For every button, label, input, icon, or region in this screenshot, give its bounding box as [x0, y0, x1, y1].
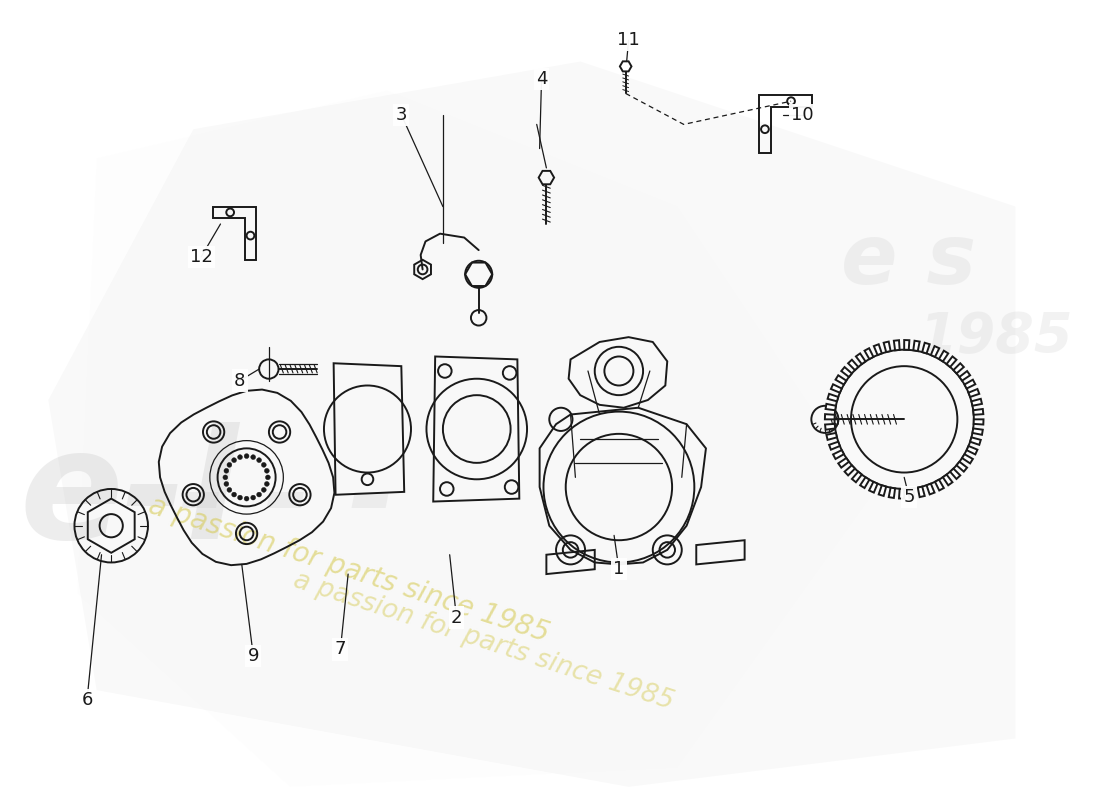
- Circle shape: [265, 475, 271, 480]
- Polygon shape: [848, 360, 858, 370]
- Polygon shape: [957, 462, 967, 472]
- Polygon shape: [968, 389, 979, 397]
- Polygon shape: [971, 399, 982, 406]
- Text: 8: 8: [234, 372, 245, 390]
- Text: 1: 1: [613, 560, 625, 578]
- Text: 5: 5: [903, 488, 915, 506]
- Polygon shape: [972, 429, 982, 435]
- Polygon shape: [869, 482, 878, 493]
- Polygon shape: [830, 384, 842, 393]
- Circle shape: [227, 462, 232, 467]
- Polygon shape: [851, 472, 861, 482]
- Text: 11: 11: [617, 31, 640, 50]
- Circle shape: [232, 492, 236, 497]
- Circle shape: [232, 458, 236, 462]
- Polygon shape: [860, 478, 869, 488]
- Polygon shape: [909, 488, 914, 498]
- Circle shape: [262, 462, 266, 467]
- Polygon shape: [954, 363, 964, 374]
- Polygon shape: [836, 375, 846, 385]
- Polygon shape: [829, 442, 840, 450]
- Polygon shape: [838, 458, 849, 468]
- Polygon shape: [904, 340, 910, 350]
- Polygon shape: [827, 394, 838, 402]
- Polygon shape: [826, 404, 836, 410]
- Circle shape: [262, 487, 266, 492]
- Circle shape: [238, 495, 242, 500]
- Polygon shape: [935, 480, 944, 490]
- Text: 4: 4: [536, 70, 548, 88]
- Polygon shape: [856, 354, 866, 364]
- Circle shape: [251, 454, 255, 459]
- Circle shape: [264, 482, 270, 486]
- Text: a passion for parts since 1985: a passion for parts since 1985: [145, 491, 553, 648]
- Circle shape: [264, 468, 270, 474]
- Circle shape: [251, 495, 255, 500]
- Text: e s: e s: [842, 220, 977, 301]
- Circle shape: [227, 487, 232, 492]
- Circle shape: [224, 468, 229, 474]
- Polygon shape: [970, 438, 981, 445]
- Text: 2: 2: [451, 609, 462, 626]
- Polygon shape: [965, 380, 976, 389]
- Polygon shape: [947, 357, 957, 367]
- Polygon shape: [842, 367, 851, 377]
- Polygon shape: [974, 419, 983, 425]
- Polygon shape: [917, 486, 925, 497]
- Polygon shape: [833, 450, 844, 459]
- Polygon shape: [967, 446, 978, 454]
- Polygon shape: [889, 488, 895, 498]
- Circle shape: [223, 475, 228, 480]
- Text: 10: 10: [791, 106, 814, 124]
- Polygon shape: [931, 346, 939, 357]
- Text: 6: 6: [81, 690, 92, 709]
- Polygon shape: [77, 90, 870, 787]
- Circle shape: [224, 482, 229, 486]
- Circle shape: [244, 454, 249, 458]
- Polygon shape: [950, 469, 960, 479]
- Polygon shape: [962, 454, 972, 463]
- Polygon shape: [825, 414, 835, 419]
- Polygon shape: [825, 424, 835, 430]
- Polygon shape: [879, 486, 887, 496]
- Polygon shape: [873, 344, 882, 355]
- Polygon shape: [826, 433, 837, 440]
- Polygon shape: [48, 62, 1015, 787]
- Text: e-l: e-l: [20, 422, 239, 571]
- Polygon shape: [899, 489, 904, 498]
- Text: 1985: 1985: [918, 310, 1074, 364]
- Circle shape: [244, 496, 249, 501]
- Polygon shape: [943, 474, 953, 486]
- Polygon shape: [959, 371, 970, 381]
- Text: a passion for parts since 1985: a passion for parts since 1985: [290, 568, 676, 715]
- Text: 12: 12: [189, 248, 212, 266]
- Polygon shape: [845, 466, 855, 475]
- Text: 9: 9: [248, 647, 260, 666]
- Polygon shape: [913, 341, 920, 351]
- Circle shape: [256, 492, 262, 497]
- Text: 3: 3: [396, 106, 407, 124]
- Circle shape: [238, 454, 242, 459]
- Text: - - -: - - -: [179, 448, 395, 555]
- Polygon shape: [926, 484, 935, 494]
- Polygon shape: [865, 348, 873, 359]
- Polygon shape: [883, 342, 891, 352]
- Polygon shape: [939, 350, 948, 362]
- Circle shape: [256, 458, 262, 462]
- Text: 7: 7: [334, 641, 346, 658]
- Polygon shape: [922, 342, 930, 354]
- Polygon shape: [974, 409, 983, 414]
- Polygon shape: [894, 340, 900, 350]
